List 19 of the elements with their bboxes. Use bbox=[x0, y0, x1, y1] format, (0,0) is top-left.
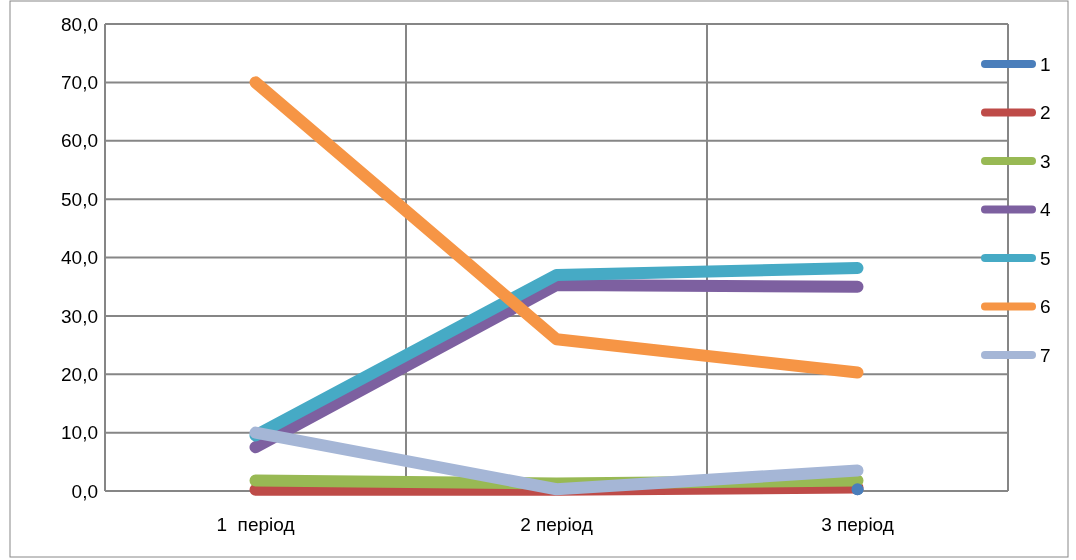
x-tick-label: 3 період bbox=[821, 514, 894, 535]
legend-label: 6 bbox=[1040, 296, 1051, 318]
y-tick-label: 10,0 bbox=[61, 422, 98, 444]
legend-label: 2 bbox=[1040, 102, 1051, 124]
legend-label: 7 bbox=[1040, 344, 1051, 366]
legend-label: 5 bbox=[1040, 247, 1051, 269]
y-tick-label: 60,0 bbox=[61, 130, 98, 152]
y-tick-label: 70,0 bbox=[61, 72, 98, 94]
x-tick-label: 2 період bbox=[520, 514, 593, 535]
y-tick-label: 0,0 bbox=[71, 480, 98, 502]
legend-label: 3 bbox=[1040, 150, 1051, 172]
y-tick-label: 80,0 bbox=[61, 13, 98, 35]
y-tick-label: 40,0 bbox=[61, 247, 98, 269]
legend-label: 4 bbox=[1040, 199, 1051, 221]
y-tick-label: 30,0 bbox=[61, 305, 98, 327]
y-tick-label: 50,0 bbox=[61, 188, 98, 210]
legend-label: 1 bbox=[1040, 53, 1051, 75]
x-tick-label: 1 період bbox=[216, 514, 295, 535]
y-tick-label: 20,0 bbox=[61, 363, 98, 385]
